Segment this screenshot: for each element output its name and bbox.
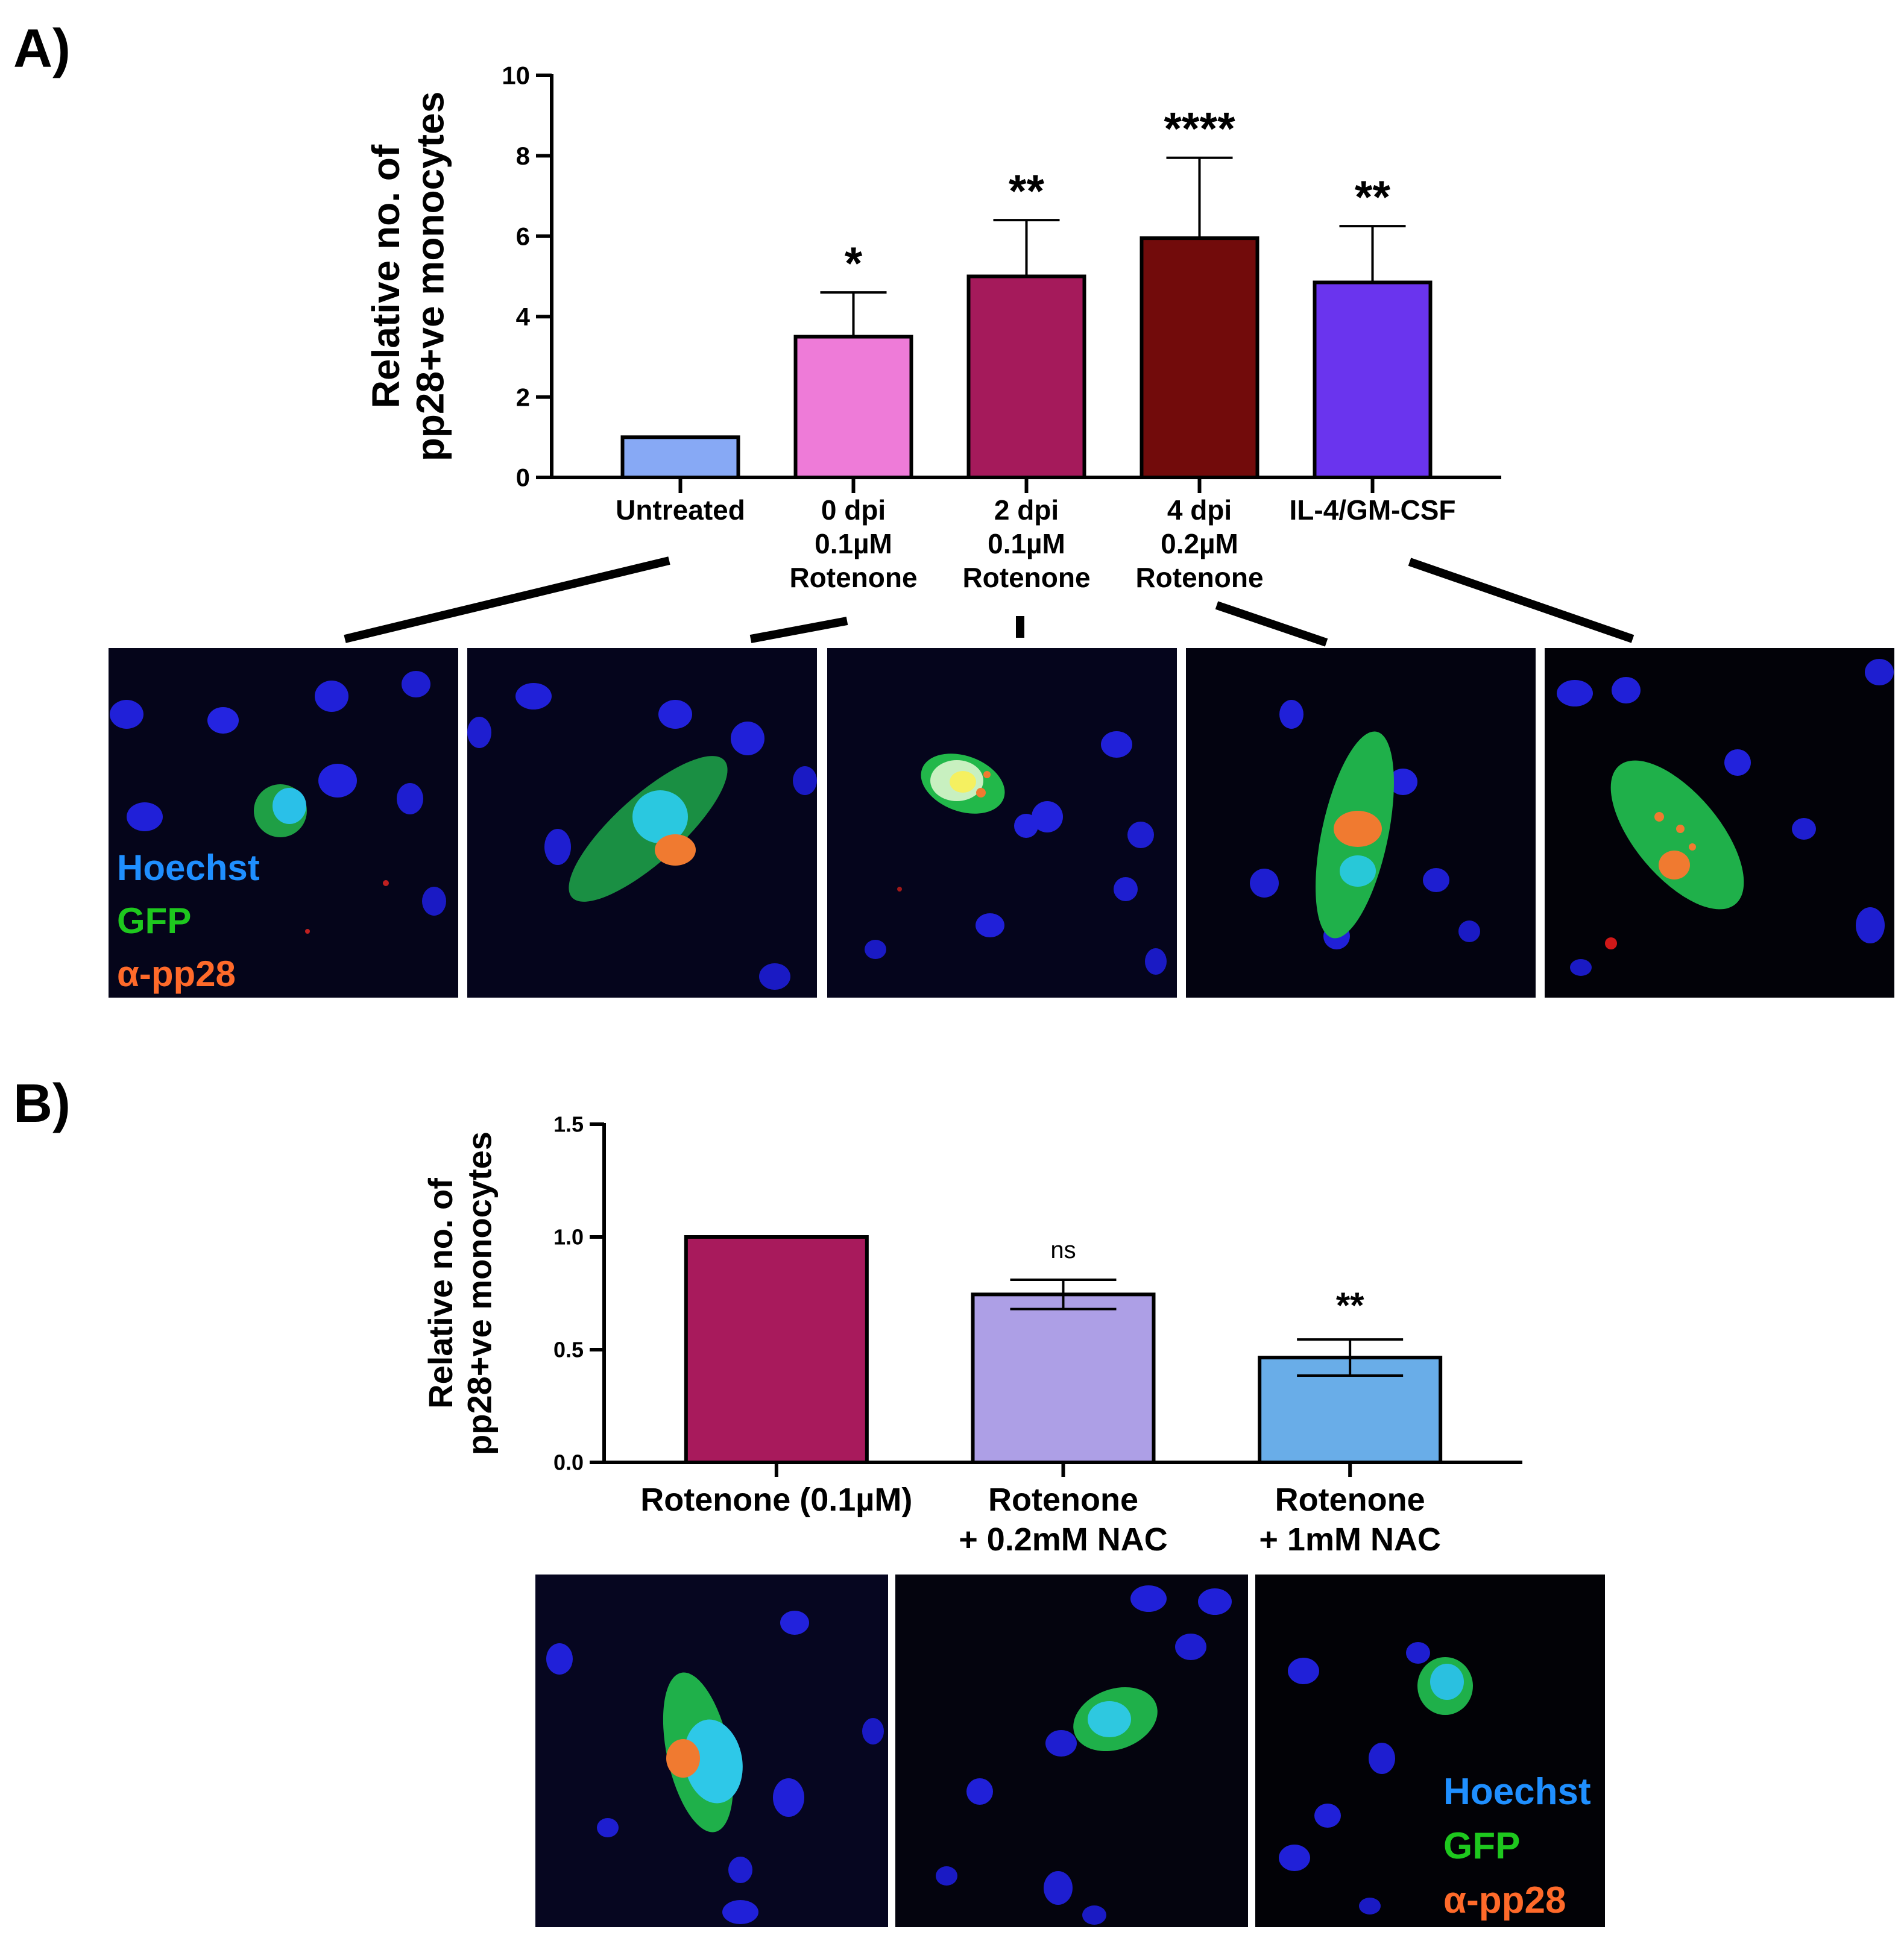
panel-label-b: B) — [13, 1074, 71, 1134]
micrograph-b-02nac — [895, 1575, 1248, 1927]
y-axis-label: Relative no. ofpp28+ve monocytes — [364, 92, 452, 462]
category-label-line: Rotenone — [988, 1482, 1138, 1518]
micrograph-a-0dpi — [467, 648, 817, 998]
y-axis-label-line: Relative no. of — [421, 1178, 459, 1409]
category-label: Rotenone (0.1µM) — [640, 1482, 912, 1518]
y-tick-label: 0.0 — [553, 1450, 584, 1475]
legend-pp28: α-pp28 — [117, 954, 236, 994]
micrograph-a-4dpi — [1186, 648, 1536, 998]
y-tick-label: 6 — [516, 222, 530, 251]
category-label: 4 dpi 0.2µM Rotenone — [1135, 494, 1263, 593]
y-tick-label: 4 — [516, 303, 531, 331]
category-label-line: 2 dpi — [994, 494, 1059, 526]
category-label-line: Rotenone — [962, 562, 1090, 593]
category-label-line: Rotenone — [789, 562, 917, 593]
category-label: IL-4/GM-CSF — [1290, 494, 1456, 526]
y-axis-label: Relative no. ofpp28+ve monocytes — [421, 1131, 498, 1455]
y-axis-label-line: Relative no. of — [364, 144, 408, 408]
micrograph-a-il4 — [1545, 648, 1894, 998]
category-label-line: IL-4/GM-CSF — [1290, 494, 1456, 526]
category-label-line: + 0.2mM NAC — [959, 1521, 1168, 1558]
micrograph-b-1nac: Hoechst GFP α-pp28 — [1255, 1575, 1605, 1927]
bar — [684, 1235, 869, 1464]
category-label: Rotenone + 1mM NAC — [1259, 1482, 1441, 1558]
category-label: Untreated — [616, 494, 745, 526]
significance-label: ** — [1355, 172, 1391, 223]
category-label-line: 4 dpi — [1167, 494, 1232, 526]
micrograph-a-2dpi — [827, 648, 1177, 998]
legend-hoechst: Hoechst — [117, 848, 260, 888]
micrograph-a-untreated: Hoechst GFP α-pp28 — [109, 648, 458, 998]
y-tick-label: 2 — [516, 383, 530, 411]
y-axis-label-line: pp28+ve monocytes — [460, 1131, 498, 1455]
bar — [971, 1292, 1156, 1464]
y-tick-label: 8 — [516, 142, 530, 170]
category-label-line: 0.1µM — [988, 528, 1065, 559]
chart-b: 0.0 0.5 1.0 1.5 Relative no. ofpp28+ve monoc… — [421, 1112, 1522, 1558]
y-axis-label-line: pp28+ve monocytes — [409, 92, 452, 462]
category-label-line: 0.2µM — [1161, 528, 1238, 559]
category-label: 2 dpi 0.1µM Rotenone — [962, 494, 1090, 593]
connector-lines-a — [0, 0, 1904, 654]
significance-label: * — [845, 238, 863, 289]
significance-label: ** — [1336, 1285, 1364, 1326]
panel-label-a: A) — [13, 19, 71, 79]
legend-gfp: GFP — [117, 901, 192, 941]
significance-label: ns — [1050, 1237, 1076, 1263]
category-label: Rotenone + 0.2mM NAC — [959, 1482, 1168, 1558]
category-label-line: Rotenone — [1135, 562, 1263, 593]
category-label: 0 dpi 0.1µM Rotenone — [789, 494, 917, 593]
micrograph-b-rotenone — [535, 1575, 888, 1927]
category-label-line: 0.1µM — [815, 528, 892, 559]
chart-a: 0 2 4 6 8 10 Relative no. ofpp28+ve monocytes U… — [364, 61, 1501, 593]
legend-b-hoechst: Hoechst — [1443, 1771, 1591, 1813]
y-tick-label: 1.0 — [553, 1225, 584, 1250]
category-label-line: + 1mM NAC — [1259, 1521, 1441, 1558]
legend-b-gfp: GFP — [1443, 1825, 1521, 1867]
significance-label: **** — [1164, 104, 1235, 155]
category-label-line: Untreated — [616, 494, 745, 526]
y-tick-label: 1.5 — [553, 1112, 584, 1137]
y-tick-label: 0 — [516, 464, 530, 492]
y-tick-label: 10 — [502, 61, 530, 90]
category-label-line: Rotenone (0.1µM) — [640, 1482, 912, 1518]
legend-b-pp28: α-pp28 — [1443, 1880, 1566, 1921]
significance-label: ** — [1009, 166, 1045, 217]
category-label-line: 0 dpi — [821, 494, 886, 526]
y-tick-label: 0.5 — [553, 1338, 584, 1362]
category-label-line: Rotenone — [1275, 1482, 1425, 1518]
